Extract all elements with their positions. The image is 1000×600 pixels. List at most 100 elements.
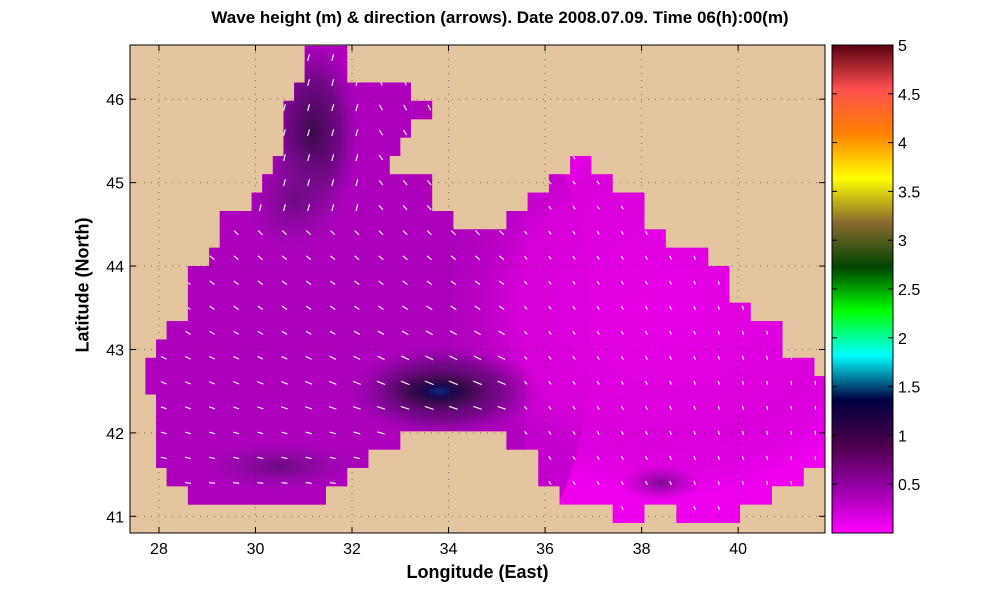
direction-arrow [448,405,458,410]
direction-arrow [645,455,648,460]
direction-arrow [209,255,215,261]
direction-arrow [717,505,720,511]
direction-arrow [378,205,384,211]
direction-arrow [620,355,624,360]
direction-arrow [645,230,648,235]
direction-arrow [331,129,335,137]
direction-arrow [257,356,264,360]
direction-arrow [233,456,240,460]
direction-arrow [450,305,457,311]
direction-arrow [669,355,672,360]
colorbar-tick-label: 1 [898,428,907,445]
y-axis-ticks: 41 42 43 44 45 46 [106,92,825,526]
direction-arrow [305,481,312,484]
direction-arrow [353,431,361,435]
direction-arrow [693,280,696,285]
direction-arrow [790,405,793,410]
direction-arrow [305,431,312,435]
direction-arrow [184,431,191,435]
direction-arrow [450,280,457,285]
direction-arrow [741,355,745,360]
direction-arrow [355,179,359,187]
direction-arrow [331,104,335,112]
direction-arrow [524,431,528,435]
direction-arrow [645,405,648,410]
direction-arrow [403,104,408,111]
direction-arrow [304,380,313,385]
direction-arrow [474,330,481,336]
direction-arrow [448,380,458,386]
direction-arrow [645,255,648,260]
direction-arrow [620,380,624,385]
direction-arrow [790,380,793,385]
direction-arrow [257,305,264,310]
direction-arrow [305,280,312,285]
direction-arrow [307,129,311,137]
direction-arrow [596,280,600,285]
direction-arrow [693,380,696,385]
direction-arrow [766,480,769,486]
direction-arrow [572,180,576,185]
x-tick-label: 36 [536,541,554,558]
direction-arrow [596,380,600,385]
colorbar-tick-label: 4 [898,136,907,153]
direction-arrow [209,280,215,285]
direction-arrow [402,255,408,261]
direction-arrow [572,355,576,360]
direction-arrow [184,406,191,410]
direction-arrow [548,431,552,435]
direction-arrow [596,305,600,310]
direction-arrow [524,406,528,410]
direction-arrow [669,405,672,410]
direction-arrow [693,455,696,460]
direction-arrow [596,355,600,360]
direction-arrow [572,430,576,435]
direction-arrow [620,505,624,510]
direction-arrow [693,330,696,335]
direction-arrow [572,155,576,160]
direction-arrow [257,406,264,410]
direction-arrow [426,280,432,285]
direction-arrow [620,205,624,210]
direction-arrow [378,255,384,261]
direction-arrow [257,431,264,435]
direction-arrow [497,380,506,385]
y-tick-label: 41 [106,509,124,526]
direction-arrow [184,381,191,385]
direction-arrow [498,305,505,310]
direction-arrow [160,406,167,410]
direction-arrow [307,179,311,187]
direction-arrow [548,280,552,285]
direction-arrow [425,355,434,361]
direction-arrow [524,230,528,235]
direction-arrow [160,381,167,385]
direction-arrow [669,280,672,285]
colorbar-tick-label: 4.5 [898,87,920,104]
direction-arrow [426,230,432,236]
direction-arrow [209,406,216,410]
direction-arrow [524,255,528,260]
direction-arrow [524,355,528,360]
direction-arrow [596,405,600,410]
direction-arrow [645,355,648,360]
direction-arrow [548,355,552,360]
direction-arrow [426,179,432,186]
direction-arrow [402,280,408,285]
direction-arrow [620,405,624,410]
direction-arrow [306,230,312,236]
chart-title: Wave height (m) & direction (arrows). Da… [211,8,789,27]
direction-arrow [354,230,360,236]
direction-arrow [233,431,240,435]
direction-arrow [353,355,361,360]
direction-arrow [790,455,793,460]
colorbar-tick-label: 2.5 [898,282,920,299]
direction-arrow [354,255,360,261]
direction-arrow [330,230,336,236]
direction-arrow [572,330,576,335]
direction-arrow [281,230,287,236]
direction-arrow [766,380,769,385]
direction-arrow [548,180,552,185]
direction-arrow [209,481,216,484]
direction-arrow [307,204,311,212]
